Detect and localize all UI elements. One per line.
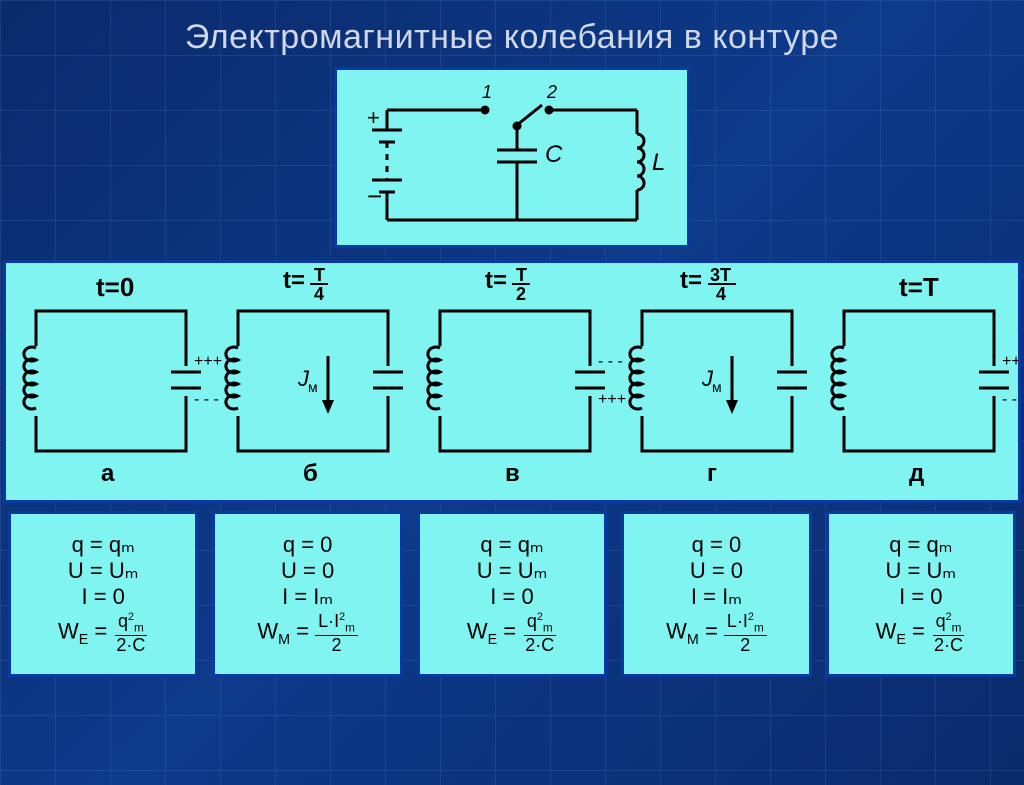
formula-box-a: q = qₘ U = Uₘ I = 0 WE = q2m2·C: [8, 511, 198, 677]
main-circuit-svg: + − 1 2 C L: [337, 70, 687, 245]
svg-text:t=: t=: [283, 267, 305, 294]
capacitor-label: C: [545, 141, 563, 168]
switch-label-2: 2: [546, 82, 557, 102]
formula-box-v: q = qₘ U = Uₘ I = 0 WE = q2m2·C: [417, 511, 607, 677]
svg-text:3T: 3T: [710, 265, 731, 285]
formula-i: I = 0: [81, 586, 124, 608]
svg-text:t=: t=: [485, 267, 507, 294]
main-circuit-panel: + − 1 2 C L: [334, 67, 690, 248]
formula-w: WE = q2m2·C: [876, 612, 966, 653]
svg-text:T: T: [314, 265, 325, 285]
plus-label: +: [367, 105, 380, 130]
formula-q: q = qₘ: [889, 534, 952, 556]
svg-text:t=T: t=T: [899, 272, 939, 302]
svg-text:- - -: - - -: [1002, 391, 1018, 408]
formula-i: I = 0: [899, 586, 942, 608]
svg-text:- - -: - - -: [194, 391, 219, 408]
formula-box-b: q = 0 U = 0 I = Iₘ WM = L·I2m2: [212, 511, 402, 677]
svg-text:- - -: - - -: [598, 353, 623, 370]
page-title: Электромагнитные колебания в контуре: [0, 18, 1024, 57]
svg-text:T: T: [516, 265, 527, 285]
formula-q: q = 0: [692, 534, 742, 556]
formula-u: U = 0: [690, 560, 743, 582]
minus-label: −: [367, 181, 382, 211]
formula-u: U = Uₘ: [886, 560, 957, 582]
formula-u: U = 0: [281, 560, 334, 582]
formula-i: I = 0: [490, 586, 533, 608]
svg-text:4: 4: [314, 284, 324, 304]
switch-label-1: 1: [482, 82, 492, 102]
svg-text:д: д: [909, 460, 924, 487]
svg-text:t=0: t=0: [96, 272, 134, 302]
formula-u: U = Uₘ: [477, 560, 548, 582]
formula-i: I = Iₘ: [691, 586, 742, 608]
svg-text:м: м: [308, 379, 318, 395]
formula-w: WM = L·I2m2: [257, 612, 358, 653]
svg-text:г: г: [707, 460, 717, 487]
formula-q: q = 0: [283, 534, 333, 556]
svg-text:м: м: [712, 379, 722, 395]
svg-text:t=: t=: [680, 267, 702, 294]
svg-text:2: 2: [516, 284, 526, 304]
svg-text:4: 4: [716, 284, 726, 304]
formula-row: q = qₘ U = Uₘ I = 0 WE = q2m2·C q = 0 U …: [8, 511, 1016, 677]
formula-box-g: q = 0 U = 0 I = Iₘ WM = L·I2m2: [621, 511, 811, 677]
formula-u: U = Uₘ: [68, 560, 139, 582]
formula-box-d: q = qₘ U = Uₘ I = 0 WE = q2m2·C: [826, 511, 1016, 677]
formula-w: WE = q2m2·C: [58, 612, 148, 653]
svg-text:+++: +++: [194, 353, 222, 370]
svg-text:а: а: [101, 460, 115, 487]
phase-circuits-panel: t=0 +++ - - - а t= T 4: [3, 260, 1021, 503]
formula-q: q = qₘ: [480, 534, 543, 556]
formula-q: q = qₘ: [72, 534, 135, 556]
formula-w: WE = q2m2·C: [467, 612, 557, 653]
formula-w: WM = L·I2m2: [666, 612, 767, 653]
formula-i: I = Iₘ: [282, 586, 333, 608]
svg-text:в: в: [505, 460, 520, 487]
inductor-label: L: [652, 149, 665, 176]
svg-text:+++: +++: [598, 391, 626, 408]
phase-circuits-svg: t=0 +++ - - - а t= T 4: [6, 263, 1018, 500]
svg-text:б: б: [303, 460, 318, 487]
svg-text:+++: +++: [1002, 353, 1018, 370]
